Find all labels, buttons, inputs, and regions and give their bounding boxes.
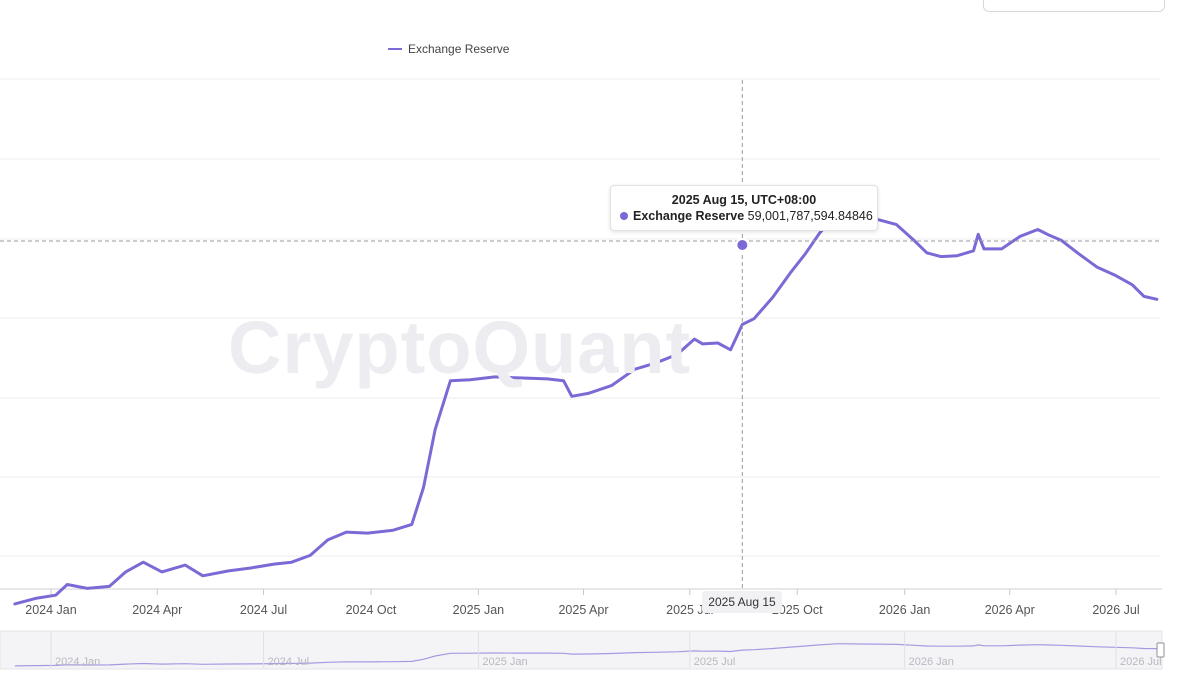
exchange-reserve-line	[13, 210, 1159, 606]
legend-swatch-exchange-reserve	[388, 48, 402, 50]
navigator-series-line	[14, 643, 1157, 667]
tooltip-title: 2025 Aug 15, UTC+08:00	[671, 193, 817, 207]
tooltip-series-dot	[620, 212, 628, 220]
x-tick-label: 2025 Jul	[666, 603, 713, 617]
x-tick-label: 2026 Jul	[1092, 603, 1139, 617]
x-tick-label: 2025 Jan	[453, 603, 504, 617]
x-tick-label: 2026 Jan	[879, 603, 930, 617]
range-navigator[interactable]: 2024 Jan 2024 Jul 2025 Jan 2025 Jul 2026 Jan…	[0, 630, 1165, 670]
x-axis: 2024 Jan 2024 Apr 2024 Jul 2024 Oct 2025 Jan…	[0, 588, 1162, 617]
legend-label: Exchange Reserve	[408, 42, 510, 56]
chart-legend[interactable]: Exchange Reserve	[388, 42, 509, 56]
navigator-tick-label: 2024 Jul	[268, 656, 310, 668]
x-tick-label: 2024 Apr	[132, 603, 182, 617]
tooltip-row: Exchange Reserve 59,001,787,594.84846	[620, 209, 873, 223]
navigator-tick-label: 2026 Jul	[1120, 656, 1162, 668]
navigator-tick-label: 2024 Jan	[55, 656, 100, 668]
x-axis-pointer-label: 2025 Aug 15	[702, 591, 782, 613]
tooltip-value: 59,001,787,594.84846	[747, 209, 873, 223]
search-input[interactable]	[983, 0, 1165, 12]
navigator-tick-label: 2025 Jan	[482, 656, 527, 668]
x-tick-label: 2026 Apr	[985, 603, 1035, 617]
navigator-tick-label: 2026 Jan	[909, 656, 954, 668]
series-layer	[13, 210, 1159, 606]
x-tick-label: 2025 Apr	[558, 603, 608, 617]
navigator-tick-label: 2025 Jul	[694, 656, 736, 668]
crosshair	[0, 80, 1162, 589]
x-tick-label: 2024 Oct	[346, 603, 397, 617]
navigator-right-handle	[1156, 642, 1165, 658]
tooltip-series-name: Exchange Reserve	[633, 209, 745, 223]
highlight-point	[735, 238, 750, 252]
x-tick-label: 2024 Jan	[25, 603, 76, 617]
chart-tooltip: 2025 Aug 15, UTC+08:00 Exchange Reserve …	[610, 185, 878, 231]
cryptoquant-watermark: CryptoQuant	[228, 306, 692, 389]
x-tick-label: 2024 Jul	[240, 603, 287, 617]
grid-lines	[0, 78, 1160, 557]
x-tick-label: 2025 Oct	[772, 603, 823, 617]
